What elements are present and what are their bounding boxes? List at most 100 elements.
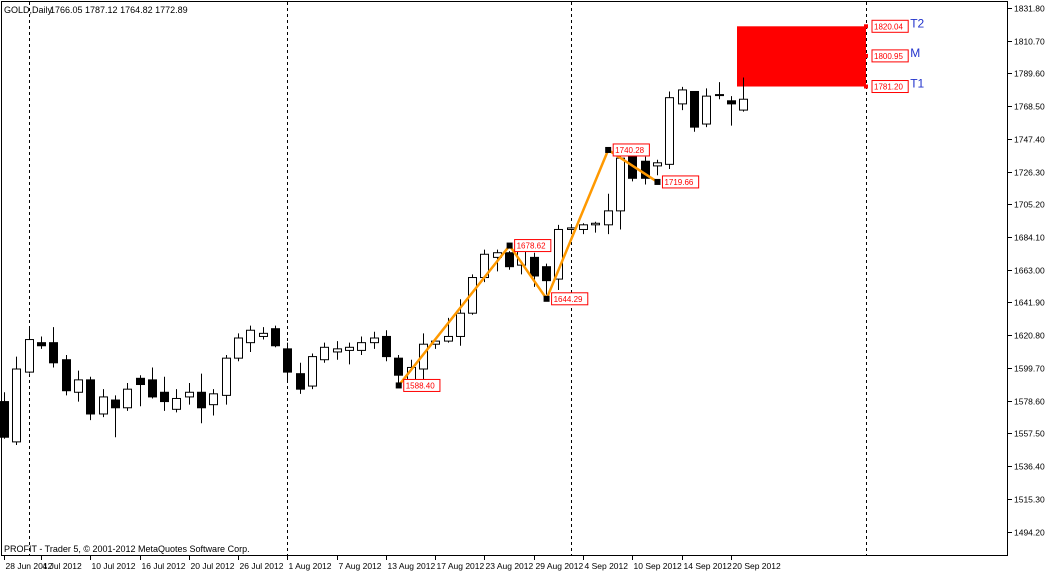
candle	[357, 336, 366, 356]
candle-body	[320, 346, 329, 361]
candle	[333, 341, 342, 360]
candle-body	[333, 348, 342, 353]
candle-body	[49, 342, 58, 364]
candle	[739, 77, 748, 112]
candle-body	[308, 356, 317, 387]
candle-body	[86, 379, 95, 415]
time-tick-label: 26 Jul 2012	[240, 561, 284, 571]
time-tick-label: 4 Jul 2012	[43, 561, 82, 571]
candle	[370, 331, 379, 349]
price-tick-label: 1557.50	[1014, 429, 1045, 439]
candle-body	[37, 342, 46, 347]
target-marker	[864, 53, 868, 58]
candle-body	[12, 368, 21, 443]
candle-body	[0, 401, 9, 438]
candle	[246, 325, 255, 352]
candle-body	[419, 343, 428, 370]
targets-layer: 1820.04 T2 1800.95 M 1781.20 T1	[864, 16, 925, 94]
wave-point-label-box	[612, 143, 650, 157]
candle-body	[505, 252, 514, 268]
candle	[197, 373, 206, 424]
candle-body	[554, 228, 563, 280]
price-tick-label: 1599.70	[1014, 364, 1045, 374]
candle-body	[715, 94, 724, 97]
ohlc-label: 1766.05 1787.12 1764.82 1772.89	[50, 5, 188, 15]
target-marker	[864, 24, 868, 29]
wave-point-marker	[395, 382, 402, 389]
candle	[86, 376, 95, 421]
candle	[74, 370, 83, 402]
wave-point-marker	[605, 146, 612, 153]
time-tick-label: 20 Jul 2012	[191, 561, 235, 571]
time-tick-label: 1 Aug 2012	[289, 561, 332, 571]
candle	[172, 389, 181, 413]
candle-body	[370, 337, 379, 344]
price-tick-label: 1705.20	[1014, 200, 1045, 210]
candle	[727, 96, 736, 126]
candle	[123, 382, 132, 411]
wave-point-label-box	[514, 239, 552, 253]
wave-point-label: 1678.62	[517, 242, 546, 251]
candle-body	[678, 89, 687, 105]
time-tick-label: 28 Jun 2012	[6, 561, 53, 571]
candle	[296, 362, 305, 394]
time-tick-label: 7 Aug 2012	[339, 561, 382, 571]
candle	[690, 90, 699, 132]
candle	[136, 375, 145, 407]
candle	[468, 274, 477, 315]
candle-body	[357, 342, 366, 351]
candle	[308, 353, 317, 390]
price-tick-label: 1663.00	[1014, 266, 1045, 276]
candle-body	[99, 396, 108, 415]
target-zone-rect	[737, 26, 866, 87]
candle-body	[690, 90, 699, 128]
wave-point-label-box	[661, 175, 700, 189]
price-tick-label: 1768.50	[1014, 102, 1045, 112]
price-tick-label: 1726.30	[1014, 168, 1045, 178]
target-name-label: M	[910, 46, 920, 60]
price-tick-label: 1494.20	[1014, 528, 1045, 538]
candle-body	[246, 329, 255, 344]
target-price-label: 1781.20	[874, 83, 903, 92]
candle	[604, 193, 613, 235]
price-tick-label: 1620.80	[1014, 331, 1045, 341]
candle	[702, 88, 711, 128]
price-tick-label: 1831.80	[1014, 4, 1045, 14]
target-price-label: 1800.95	[874, 52, 903, 61]
candle-body	[259, 332, 268, 337]
wave-point-marker	[506, 242, 513, 249]
candle	[715, 82, 724, 100]
candle	[320, 342, 329, 363]
candle-body	[702, 95, 711, 125]
candle	[148, 367, 157, 399]
candle	[25, 328, 34, 374]
candle-body	[123, 388, 132, 409]
candle	[185, 382, 194, 405]
candle-body	[641, 160, 650, 179]
time-tick-label: 4 Sep 2012	[585, 561, 629, 571]
candle-body	[542, 266, 551, 282]
wave-point-marker	[654, 178, 661, 185]
candle-body	[283, 348, 292, 373]
time-tick-label: 10 Jul 2012	[92, 561, 136, 571]
time-tick-label: 16 Jul 2012	[142, 561, 186, 571]
candle	[641, 156, 650, 185]
price-tick-label: 1536.40	[1014, 462, 1045, 472]
candle-body	[74, 379, 83, 393]
candle	[62, 355, 71, 396]
candle-body	[345, 346, 354, 351]
candle-body	[468, 277, 477, 314]
candle-body	[25, 339, 34, 373]
candle-body	[148, 379, 157, 398]
candle-body	[271, 328, 280, 347]
time-tick-label: 14 Sep 2012	[684, 561, 732, 571]
candles-layer	[0, 77, 748, 445]
candle-body	[172, 397, 181, 410]
time-tick-label: 23 Aug 2012	[486, 561, 534, 571]
candle-body	[727, 100, 736, 105]
candle	[99, 389, 108, 418]
candle	[665, 91, 674, 170]
candle-body	[136, 377, 145, 386]
